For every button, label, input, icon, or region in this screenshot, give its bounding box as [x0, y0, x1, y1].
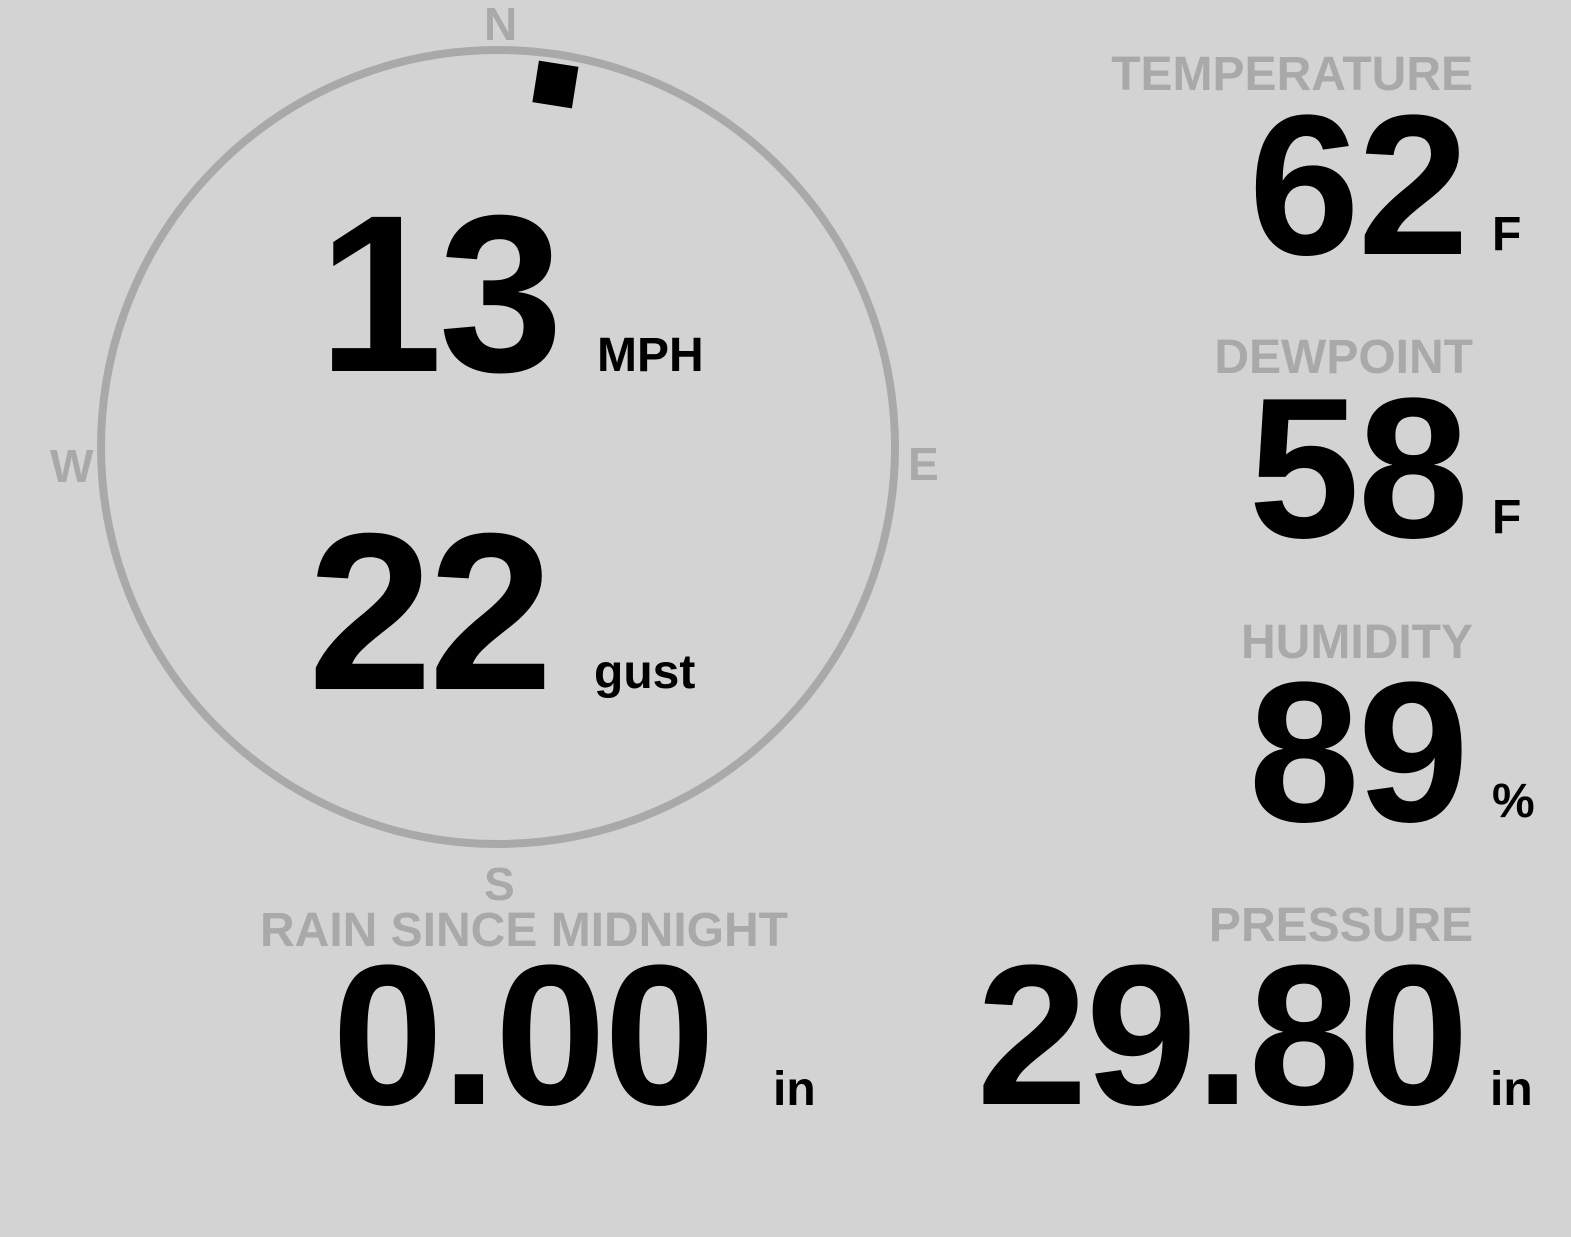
humidity-label: HUMIDITY: [1241, 616, 1473, 669]
compass-ring: [97, 46, 899, 848]
humidity-value: 89: [1248, 641, 1469, 864]
pressure-unit: in: [1490, 1063, 1533, 1116]
dewpoint-value: 58: [1248, 357, 1469, 580]
wind-gust-value: 22: [308, 487, 553, 737]
rain-value: 0.00: [332, 924, 715, 1147]
dewpoint-label: DEWPOINT: [1214, 331, 1473, 384]
rain-label: RAIN SINCE MIDNIGHT: [260, 904, 788, 957]
rain-unit: in: [773, 1063, 816, 1116]
pressure-label: PRESSURE: [1208, 899, 1473, 952]
pressure-value: 29.80: [976, 924, 1469, 1147]
compass-east: E: [908, 438, 939, 490]
temperature-label: TEMPERATURE: [1111, 48, 1473, 101]
compass-west: W: [50, 440, 94, 492]
dewpoint-unit: F: [1492, 491, 1522, 544]
temperature-value: 62: [1248, 74, 1469, 297]
wind-speed-unit: MPH: [597, 329, 704, 382]
compass-north: N: [484, 0, 518, 50]
wind-gust-unit: gust: [594, 646, 696, 699]
wind-direction-marker: [532, 60, 579, 109]
wind-speed-value: 13: [318, 169, 563, 419]
temperature-unit: F: [1492, 208, 1522, 261]
humidity-unit: %: [1492, 775, 1535, 828]
compass-south: S: [484, 858, 515, 910]
